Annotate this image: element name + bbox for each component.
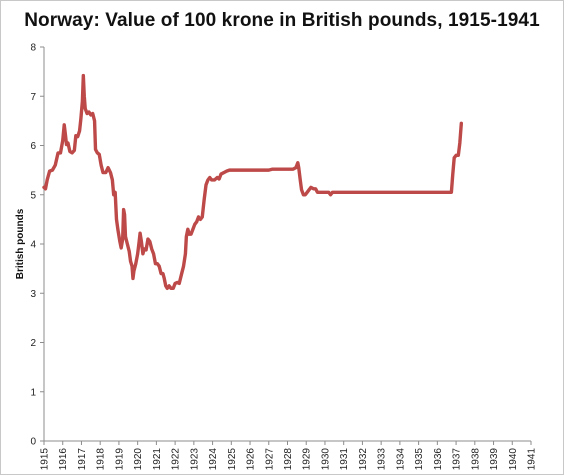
x-axis-ticks: 1915 1916 1917 1918 1919 1920 1921 1922 1923 1924…: [40, 441, 538, 470]
x-tick-label: 1941: [527, 448, 538, 471]
y-tick-label: 0: [30, 437, 36, 448]
x-tick-label: 1940: [508, 448, 519, 471]
y-axis-label: British pounds: [15, 208, 26, 279]
axes: [43, 47, 531, 442]
series-line: [42, 73, 464, 291]
x-tick-label: 1932: [358, 448, 369, 471]
y-tick-label: 3: [30, 289, 36, 300]
x-tick-label: 1917: [77, 448, 88, 471]
chart-title: Norway: Value of 100 krone in British po…: [24, 10, 540, 31]
x-tick-label: 1926: [246, 448, 257, 471]
x-tick-label: 1935: [414, 448, 425, 471]
y-tick-label: 5: [30, 190, 36, 201]
y-tick-label: 7: [30, 92, 36, 103]
x-tick-label: 1927: [264, 448, 275, 471]
x-tick-label: 1936: [433, 448, 444, 471]
x-tick-label: 1934: [395, 448, 406, 471]
y-tick-label: 2: [30, 338, 36, 349]
x-tick-label: 1919: [114, 448, 125, 471]
series-group: [42, 73, 464, 291]
x-tick-label: 1930: [320, 448, 331, 471]
x-tick-label: 1929: [302, 448, 313, 471]
x-tick-label: 1920: [133, 448, 144, 471]
x-tick-label: 1939: [489, 448, 500, 471]
x-tick-label: 1921: [152, 448, 163, 471]
x-tick-label: 1918: [96, 448, 107, 471]
x-tick-label: 1923: [189, 448, 200, 471]
y-axis-ticks: 0 1 2 3 4 5 6 7 8: [30, 43, 44, 448]
x-tick-label: 1915: [40, 448, 51, 471]
x-tick-label: 1922: [171, 448, 182, 471]
y-tick-label: 8: [30, 43, 36, 54]
x-tick-label: 1928: [283, 448, 294, 471]
y-tick-label: 1: [30, 387, 36, 398]
y-tick-label: 6: [30, 141, 36, 152]
x-tick-label: 1916: [58, 448, 69, 471]
x-tick-label: 1924: [208, 448, 219, 471]
x-tick-label: 1925: [227, 448, 238, 471]
x-tick-label: 1931: [339, 448, 350, 471]
x-tick-label: 1933: [377, 448, 388, 471]
x-tick-label: 1938: [470, 448, 481, 471]
y-tick-label: 4: [30, 240, 36, 251]
x-tick-label: 1937: [452, 448, 463, 471]
